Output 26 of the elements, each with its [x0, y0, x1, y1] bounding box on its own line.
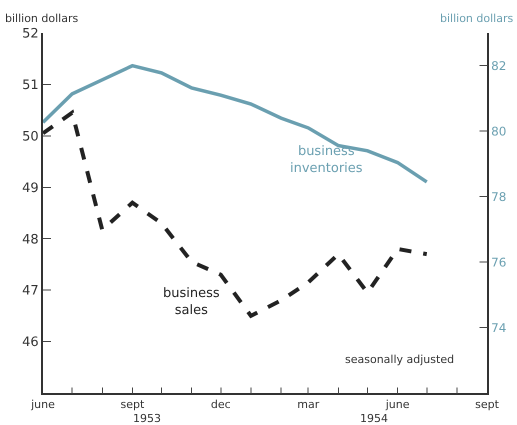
y-tick-label: 50 [22, 129, 39, 144]
x-tick-label: mar [297, 398, 320, 411]
y2-tick-label: 78 [491, 190, 506, 204]
y2-tick-label: 80 [491, 124, 506, 138]
y2-tick-label: 76 [491, 255, 506, 270]
text: 1954 [360, 412, 388, 425]
x-tick-label: june [384, 398, 410, 411]
y2-axis-title: billion dollars [440, 12, 514, 25]
y-tick-label: 46 [22, 335, 39, 350]
series-label: business sales [163, 286, 220, 318]
line-series [43, 110, 429, 318]
y-tick-label: 48 [22, 232, 39, 248]
y-tick-label: 49 [22, 180, 39, 196]
x-tick-label: sept [475, 398, 500, 411]
line-series [43, 64, 429, 184]
text: 1953 [133, 412, 161, 425]
y2-tick-label: 74 [491, 320, 506, 335]
y2-tick-label: 82 [491, 58, 506, 73]
y-tick-label: 52 [22, 26, 39, 42]
x-tick-label: june [30, 398, 56, 411]
y-tick-label: 51 [22, 78, 39, 93]
y-axis-title: billion dollars [5, 12, 78, 25]
x-tick-label: dec [210, 398, 231, 411]
x-tick-label: sept [120, 398, 145, 411]
y-tick-label: 47 [22, 284, 39, 299]
annotation: seasonally adjusted [345, 353, 454, 366]
